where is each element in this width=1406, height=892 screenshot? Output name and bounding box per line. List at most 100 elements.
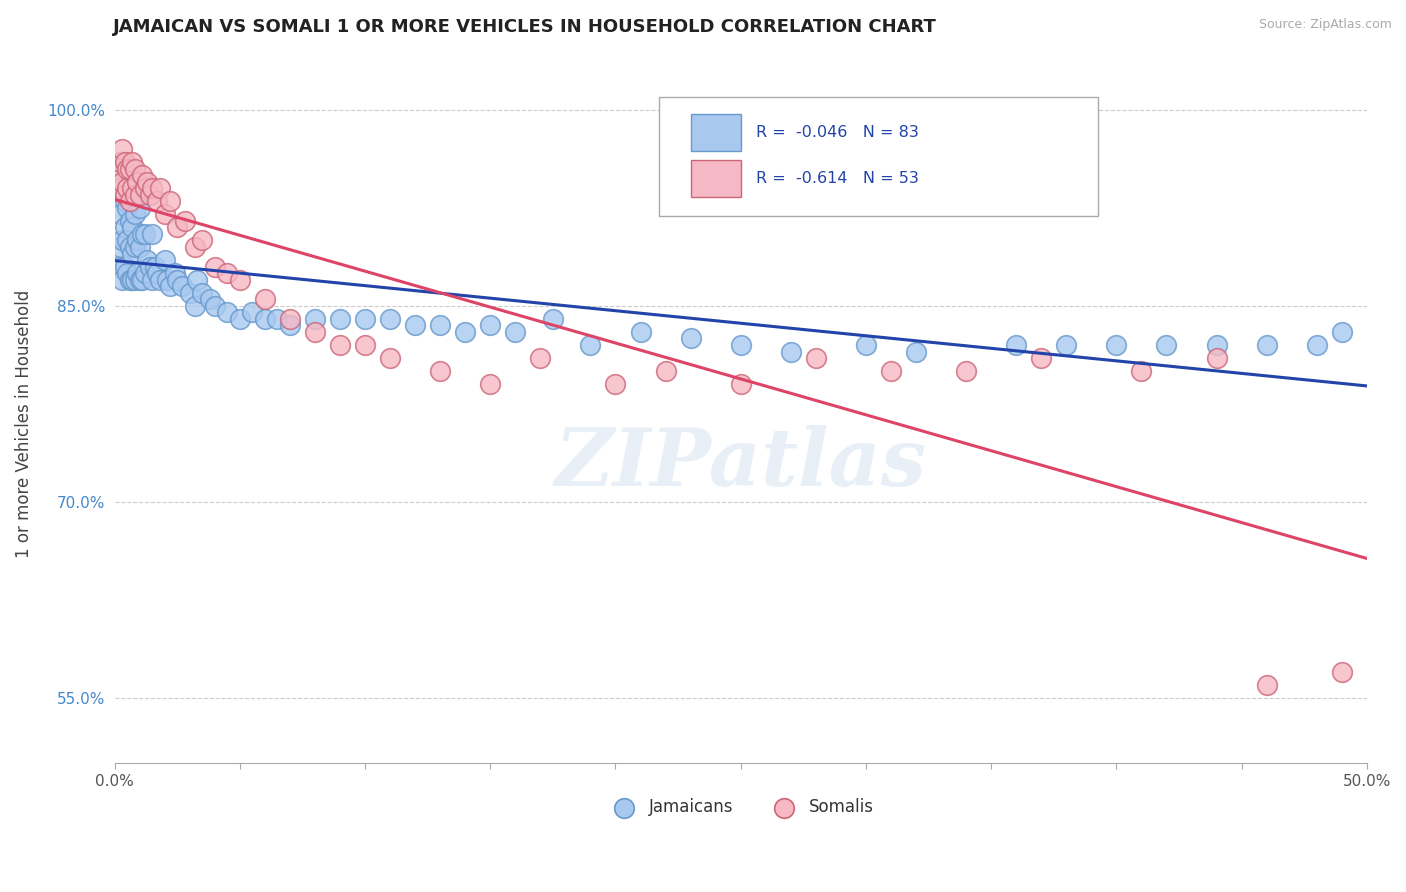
Point [429,318,451,333]
Point [479,318,502,333]
Point [159,194,181,209]
Point [114,194,136,209]
Point [134,227,156,241]
Point [654,364,676,378]
Point [1330,325,1353,339]
Point [143,260,166,274]
Point [121,220,143,235]
Point [166,220,188,235]
Point [114,220,136,235]
Text: Source: ZipAtlas.com: Source: ZipAtlas.com [1258,18,1392,31]
Point [111,142,134,156]
Point [880,364,903,378]
Point [354,311,377,326]
Point [127,175,149,189]
Point [1256,338,1278,352]
Point [198,293,221,307]
Point [204,260,226,274]
Point [115,181,138,195]
Point [184,240,207,254]
Point [191,285,214,300]
Point [108,155,131,169]
Point [217,266,239,280]
Point [378,311,401,326]
Point [253,311,276,326]
Point [905,344,928,359]
Point [804,351,827,365]
Point [149,273,172,287]
Point [141,273,163,287]
Point [266,311,288,326]
Point [1205,338,1227,352]
Point [479,377,502,392]
Point [111,181,134,195]
Point [1306,338,1329,352]
Point [124,273,146,287]
FancyBboxPatch shape [690,161,741,197]
Point [127,187,149,202]
Point [630,325,652,339]
Point [138,187,160,202]
Point [121,168,143,182]
Point [163,266,186,280]
Point [141,181,163,195]
Point [134,266,156,280]
Y-axis label: 1 or more Vehicles in Household: 1 or more Vehicles in Household [15,289,32,558]
Point [730,338,752,352]
Point [124,240,146,254]
Point [114,187,136,202]
Point [121,246,143,260]
Point [136,253,159,268]
Point [115,234,138,248]
Point [121,181,143,195]
Point [329,338,352,352]
Text: ZIPatlas: ZIPatlas [554,425,927,503]
Point [159,279,181,293]
Point [730,377,752,392]
Point [127,234,149,248]
Point [134,181,156,195]
Point [138,260,160,274]
Point [240,305,263,319]
Point [108,240,131,254]
Point [1005,338,1028,352]
Text: R =  -0.046   N = 83: R = -0.046 N = 83 [756,125,918,140]
Point [114,260,136,274]
Point [204,299,226,313]
Point [505,325,527,339]
Point [115,201,138,215]
Point [278,318,301,333]
Point [1054,338,1077,352]
Point [128,273,150,287]
Point [855,338,877,352]
Point [1105,338,1128,352]
Point [105,168,128,182]
Point [141,227,163,241]
Point [105,260,128,274]
Text: R =  -0.614   N = 53: R = -0.614 N = 53 [756,171,918,186]
Point [186,273,208,287]
Point [124,207,146,221]
Point [118,273,141,287]
Point [128,240,150,254]
Point [111,273,134,287]
Point [153,207,176,221]
Point [529,351,551,365]
Point [304,325,326,339]
Point [166,273,188,287]
Point [955,364,977,378]
Point [118,214,141,228]
Point [124,187,146,202]
Point [146,194,169,209]
Point [156,273,179,287]
Point [779,344,801,359]
Point [173,214,195,228]
Point [605,377,627,392]
FancyBboxPatch shape [690,114,741,152]
Point [304,311,326,326]
Point [136,175,159,189]
Point [121,155,143,169]
Point [115,161,138,176]
Point [679,331,702,345]
Point [172,279,194,293]
